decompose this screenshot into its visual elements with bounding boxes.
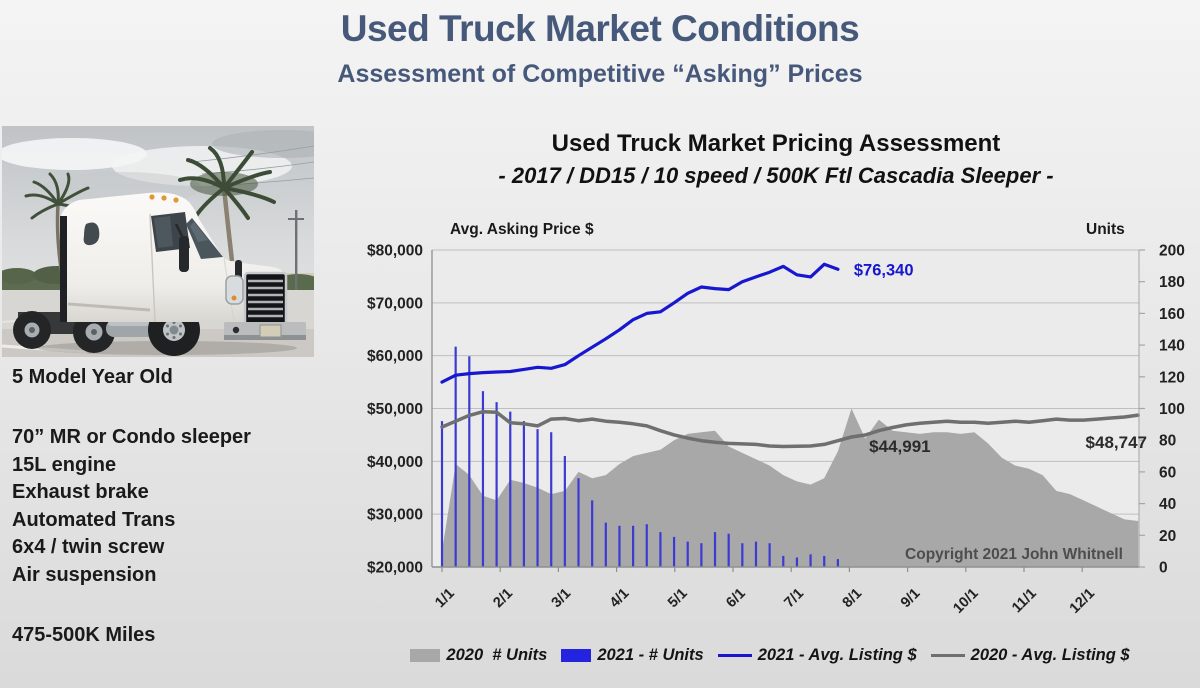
chart-subtitle: - 2017 / DD15 / 10 speed / 500K Ftl Casc… xyxy=(498,163,1054,188)
legend-item: 2021 - # Units xyxy=(561,646,704,665)
pricing-chart: $80,000 $70,000 $60,000 $50,000 $40,000 $30,0… xyxy=(352,218,1200,642)
slide-title: Used Truck Market Conditions xyxy=(340,8,860,49)
spec-model-year: 5 Model Year Old xyxy=(12,366,173,388)
x-tick-label: 6/1 xyxy=(723,586,749,612)
x-tick-label: 11/1 xyxy=(1009,586,1040,617)
x-tick-label: 8/1 xyxy=(840,586,866,612)
utility-pole xyxy=(288,210,304,290)
x-tick-label: 9/1 xyxy=(898,586,924,612)
x-tick-label: 2/1 xyxy=(490,586,516,612)
series-2020-units-area xyxy=(442,408,1139,567)
legend-label: 2020 # Units xyxy=(446,646,548,664)
legend-item: 2020 - Avg. Listing $ xyxy=(930,646,1130,665)
spec-line: Automated Trans xyxy=(12,508,176,531)
fuel-tank xyxy=(106,320,158,337)
x-tick-label: 12/1 xyxy=(1067,586,1098,617)
spec-line: Exhaust brake xyxy=(12,481,149,503)
truck-photo xyxy=(0,126,352,357)
spec-line: Air suspension xyxy=(12,563,157,586)
spec-mileage: 475-500K Miles xyxy=(12,624,156,646)
price-tick-label: $50,000 xyxy=(367,401,423,418)
x-tick-label: 5/1 xyxy=(665,586,691,612)
units-tick-label: 120 xyxy=(1159,369,1185,386)
price-tick-label: $60,000 xyxy=(367,348,423,365)
x-tick-label: 4/1 xyxy=(607,586,633,612)
units-tick-label: 60 xyxy=(1159,464,1176,481)
legend-label: 2021 - # Units xyxy=(597,646,704,664)
front-bumper xyxy=(224,322,306,340)
sleeper-window xyxy=(83,222,100,246)
legend-label: 2021 - Avg. Listing $ xyxy=(757,646,917,664)
units-tick-label: 80 xyxy=(1159,433,1176,450)
cab-rear-fairing xyxy=(60,216,67,322)
fog-light xyxy=(232,326,240,334)
headlight xyxy=(225,275,244,305)
parking-line xyxy=(1,344,88,354)
annotation-copyright: Copyright 2021 John Whitnell xyxy=(905,546,1123,563)
units-axis-title: Units xyxy=(1086,221,1125,238)
price-tick-label: $20,000 xyxy=(367,560,423,577)
roof-marker-lights xyxy=(149,194,179,203)
price-axis-title: Avg. Asking Price $ xyxy=(450,221,594,238)
annotation-price-2020-low: $44,991 xyxy=(869,437,930,456)
price-tick-label: $70,000 xyxy=(367,295,423,312)
units-tick-label: 40 xyxy=(1159,496,1176,513)
chart-canvas: $80,000 $70,000 $60,000 $50,000 $40,000 $30,0… xyxy=(367,243,1185,617)
units-tick-label: 20 xyxy=(1159,528,1176,545)
spec-line: 6x4 / twin screw xyxy=(12,536,165,558)
chart-legend: 2020 # Units 2021 - # Units 2021 - Avg. Li… xyxy=(340,646,1200,665)
units-tick-label: 160 xyxy=(1159,306,1185,323)
x-tick-label: 1/1 xyxy=(432,586,458,612)
hood-mirror xyxy=(235,260,242,280)
price-tick-label: $40,000 xyxy=(367,454,423,471)
spec-line: 70” MR or Condo sleeper xyxy=(12,426,251,448)
legend-item: 2021 - Avg. Listing $ xyxy=(717,646,917,665)
annotation-price-2020-end: $48,747 xyxy=(1086,433,1147,452)
legend-item: 2020 # Units xyxy=(410,646,547,665)
truck-photo-illustration xyxy=(0,126,352,357)
annotation-price-2021-end: $76,340 xyxy=(854,261,914,279)
grille xyxy=(243,271,288,327)
units-tick-label: 140 xyxy=(1159,338,1185,355)
legend-label: 2020 - Avg. Listing $ xyxy=(970,646,1130,664)
x-tick-label: 10/1 xyxy=(950,586,981,617)
chart-title: Used Truck Market Pricing Assessment xyxy=(551,130,1001,157)
units-tick-label: 100 xyxy=(1159,401,1185,418)
area-swatch-icon xyxy=(410,649,441,662)
palm-tree-right xyxy=(178,146,276,262)
units-tick-label: 0 xyxy=(1159,560,1168,577)
bar-swatch-icon xyxy=(561,649,592,662)
series-2021-listing-line xyxy=(440,262,840,384)
side-mirror xyxy=(174,223,189,272)
license-plate xyxy=(259,324,282,338)
spec-line: 15L engine xyxy=(12,453,117,476)
line-swatch-icon xyxy=(717,653,752,658)
x-tick-label: 3/1 xyxy=(549,586,575,612)
series-2020-listing-line xyxy=(440,409,1140,449)
price-tick-label: $30,000 xyxy=(367,507,423,524)
x-tick-label: 7/1 xyxy=(781,586,807,612)
units-tick-label: 200 xyxy=(1159,243,1185,260)
units-tick-label: 180 xyxy=(1159,274,1185,291)
line-swatch-icon xyxy=(930,653,965,658)
slide-subtitle: Assessment of Competitive “Asking” Price… xyxy=(337,60,863,88)
door-seam xyxy=(149,213,156,323)
spec-feature-list: 70” MR or Condo sleeper 15L engine Exhaust… xyxy=(12,424,251,589)
price-tick-label: $80,000 xyxy=(367,243,423,260)
